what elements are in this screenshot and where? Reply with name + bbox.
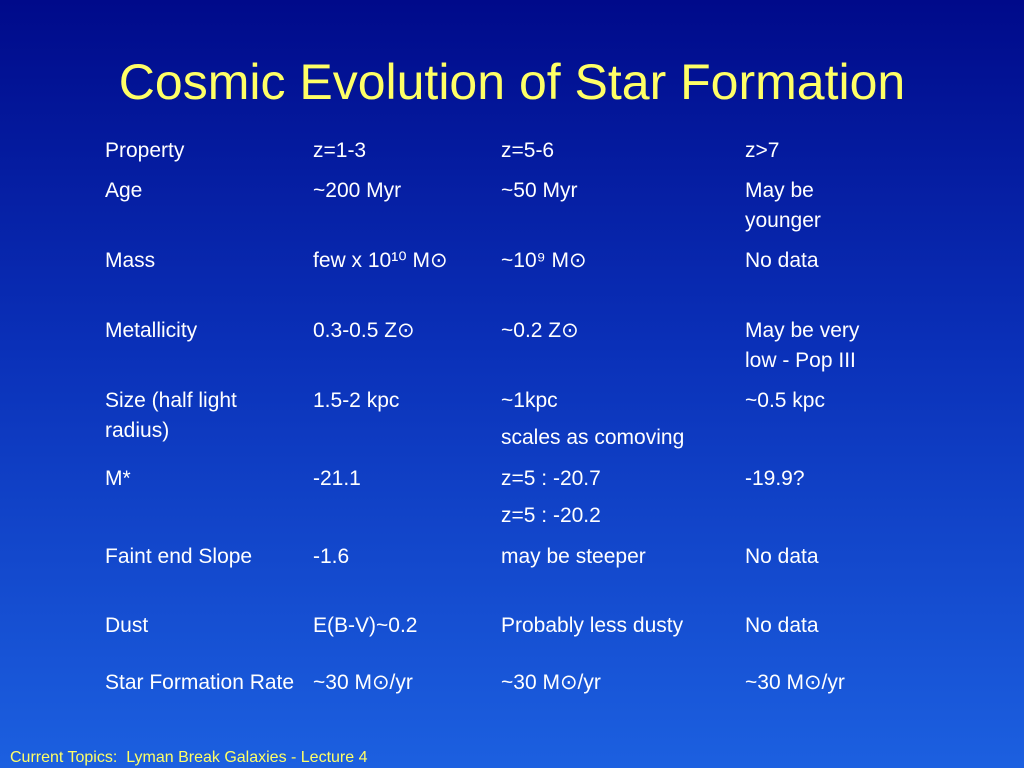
cell-text: May be very low - Pop III — [745, 319, 860, 372]
cell-text: ~30 M⊙/yr — [501, 671, 601, 694]
table-cell: May be very low - Pop III — [745, 316, 890, 376]
table-cell: ~0.2 Z⊙ — [501, 316, 741, 346]
table-cell: ~200 Myr — [313, 176, 493, 206]
table-cell: ~10⁹ M⊙ — [501, 246, 741, 276]
cell-text: 1.5-2 kpc — [313, 389, 400, 412]
cell-text: Probably less dusty — [501, 614, 684, 637]
cell-text: z>7 — [745, 139, 780, 162]
cell-text: Faint end Slope — [105, 545, 253, 568]
cell-text: Mass — [105, 249, 156, 272]
cell-text: -19.9? — [745, 467, 805, 490]
cell-text: -1.6 — [313, 545, 350, 568]
table-cell: Faint end Slope — [105, 542, 300, 572]
table-cell: Star Formation Rate — [105, 668, 300, 698]
table-cell: ~0.5 kpc — [745, 386, 890, 416]
cell-text: No data — [745, 614, 819, 637]
cell-text: Dust — [105, 614, 149, 637]
table-cell: Size (half light radius) — [105, 386, 300, 446]
cell-text: Star Formation Rate — [105, 671, 295, 694]
cell-text: ~0.5 kpc — [745, 389, 825, 412]
table-cell: may be steeper — [501, 542, 741, 572]
header-cell: Property — [105, 136, 300, 166]
table-cell: 1.5-2 kpc — [313, 386, 493, 416]
table-cell: -19.9? — [745, 464, 890, 494]
cell-text: Age — [105, 179, 143, 202]
cell-text: No data — [745, 545, 819, 568]
table-cell: ~30 M⊙/yr — [501, 668, 741, 698]
table-cell: No data — [745, 246, 890, 276]
cell-text: No data — [745, 249, 819, 272]
table-cell: Mass — [105, 246, 300, 276]
footer: Current Topics: Lyman Break Galaxies - L… — [10, 749, 368, 766]
table-cell: No data — [745, 542, 890, 572]
table-cell: M* — [105, 464, 300, 494]
table-cell: -1.6 — [313, 542, 493, 572]
cell-text: z=5 : -20.2 — [501, 504, 601, 527]
table-cell: Age — [105, 176, 300, 206]
table-cell: ~50 Myr — [501, 176, 741, 206]
cell-text: Property — [105, 139, 185, 162]
cell-text: ~30 M⊙/yr — [745, 671, 845, 694]
table-cell: Metallicity — [105, 316, 300, 346]
table-cell: few x 10¹⁰ M⊙ — [313, 246, 493, 276]
cell-text: Metallicity — [105, 319, 198, 342]
cell-text: may be steeper — [501, 545, 646, 568]
slide-title: Cosmic Evolution of Star Formation — [118, 54, 906, 110]
table-cell: -21.1 — [313, 464, 493, 494]
cell-text: -21.1 — [313, 467, 361, 490]
cell-text: z=1-3 — [313, 139, 367, 162]
cell-text: Size (half light radius) — [105, 389, 237, 442]
cell-text: 0.3-0.5 Z⊙ — [313, 319, 415, 342]
cell-text: ~30 M⊙/yr — [313, 671, 413, 694]
cell-text: ~1kpc — [501, 389, 558, 412]
header-cell: z>7 — [745, 136, 890, 166]
cell-text: few x 10¹⁰ M⊙ — [313, 249, 448, 272]
table-cell: Dust — [105, 611, 300, 641]
cell-text: z=5 : -20.7 — [501, 467, 601, 490]
table-cell: May be younger — [745, 176, 890, 236]
cell-text: ~50 Myr — [501, 179, 578, 202]
cell-text: ~10⁹ M⊙ — [501, 249, 587, 272]
table-cell: No data — [745, 611, 890, 641]
cell-text: May be younger — [745, 179, 821, 232]
cell-text: M* — [105, 467, 131, 490]
header-cell: z=1-3 — [313, 136, 493, 166]
cell-text: ~200 Myr — [313, 179, 402, 202]
table-cell: 0.3-0.5 Z⊙ — [313, 316, 493, 346]
table-cell: ~1kpc scales as comoving — [501, 386, 741, 453]
cell-text: ~0.2 Z⊙ — [501, 319, 579, 342]
table-cell: ~30 M⊙/yr — [745, 668, 890, 698]
table-cell: E(B-V)~0.2 — [313, 611, 493, 641]
cell-text: E(B-V)~0.2 — [313, 614, 418, 637]
header-cell: z=5-6 — [501, 136, 741, 166]
table-cell: Probably less dusty — [501, 611, 741, 641]
table-cell: z=5 : -20.7 z=5 : -20.2 — [501, 464, 741, 531]
cell-text: scales as comoving — [501, 426, 685, 449]
cell-text: z=5-6 — [501, 139, 555, 162]
table-cell: ~30 M⊙/yr — [313, 668, 493, 698]
